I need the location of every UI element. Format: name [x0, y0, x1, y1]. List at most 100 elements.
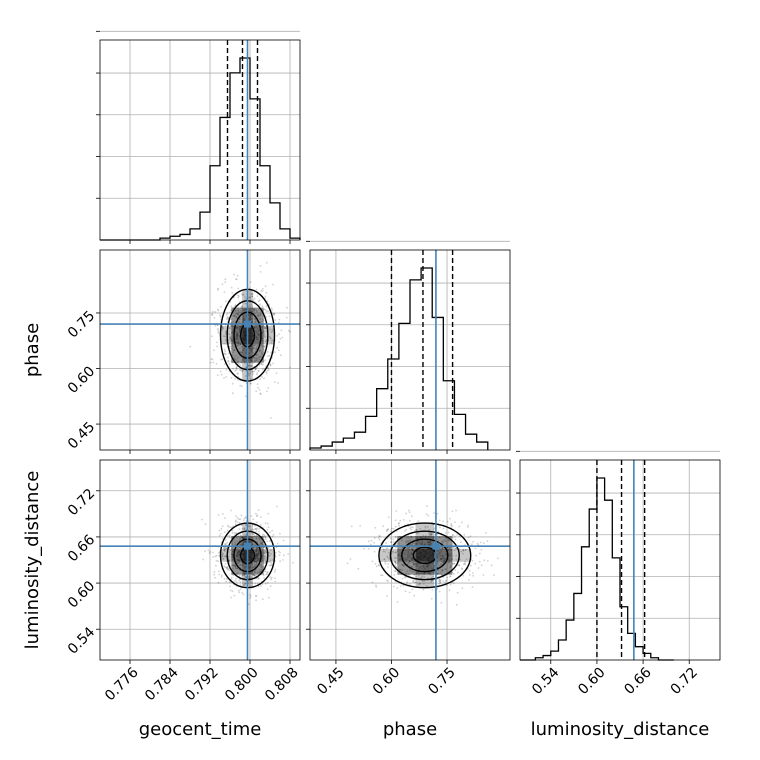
- sample-point: [408, 547, 411, 549]
- sample-point: [438, 536, 441, 539]
- sample-point: [389, 537, 392, 540]
- sample-point: [257, 314, 260, 317]
- sample-point: [413, 571, 415, 573]
- sample-point: [250, 303, 253, 306]
- sample-point: [447, 531, 450, 534]
- sample-point: [442, 580, 445, 583]
- sample-point: [264, 359, 267, 362]
- sample-point: [259, 271, 262, 273]
- x-tick-label: 0.808: [262, 665, 302, 705]
- sample-point: [395, 543, 398, 546]
- sample-point: [238, 521, 241, 524]
- sample-point: [256, 514, 259, 517]
- sample-point: [421, 580, 424, 583]
- sample-point: [275, 372, 278, 375]
- sample-point: [259, 392, 262, 395]
- sample-point: [240, 541, 243, 544]
- sample-point: [224, 539, 227, 541]
- sample-point: [403, 530, 406, 533]
- sample-point: [412, 563, 415, 566]
- sample-point: [238, 589, 240, 592]
- sample-point: [250, 293, 253, 296]
- sample-point: [464, 549, 467, 551]
- sample-point: [236, 561, 239, 564]
- sample-point: [252, 362, 255, 364]
- sample-point: [424, 527, 427, 529]
- sample-point: [431, 588, 434, 591]
- sample-point: [375, 585, 378, 588]
- sample-point: [427, 526, 429, 528]
- sample-point: [444, 568, 446, 571]
- sample-point: [264, 535, 266, 538]
- sample-point: [437, 561, 440, 564]
- sample-point: [415, 575, 417, 578]
- sample-point: [243, 534, 245, 537]
- sample-point: [276, 505, 278, 508]
- sample-point: [263, 334, 266, 337]
- sample-point: [234, 369, 237, 372]
- sample-point: [231, 540, 234, 542]
- sample-point: [442, 540, 444, 543]
- sample-point: [224, 563, 227, 565]
- sample-point: [218, 529, 221, 532]
- sample-point: [229, 589, 232, 592]
- sample-point: [253, 543, 256, 546]
- sample-point: [223, 352, 226, 355]
- sample-point: [402, 584, 405, 587]
- sample-point: [217, 332, 220, 334]
- y-tick-label: 0.45: [65, 419, 98, 452]
- sample-point: [256, 372, 258, 374]
- sample-point: [386, 530, 388, 532]
- sample-point: [236, 313, 239, 316]
- sample-point: [408, 509, 410, 512]
- sample-point: [272, 283, 274, 286]
- sample-point: [259, 265, 262, 267]
- sample-point: [442, 520, 444, 523]
- sample-point: [239, 564, 242, 567]
- sample-point: [396, 562, 399, 565]
- sample-point: [259, 314, 261, 316]
- sample-point: [230, 309, 233, 312]
- sample-point: [397, 522, 400, 525]
- sample-point: [230, 576, 233, 579]
- sample-point: [248, 364, 251, 367]
- sample-point: [255, 537, 258, 540]
- sample-point: [234, 355, 237, 357]
- sample-point: [430, 579, 433, 582]
- sample-point: [259, 303, 262, 306]
- sample-point: [455, 547, 457, 549]
- sample-point: [264, 549, 267, 552]
- sample-point: [270, 351, 272, 354]
- sample-point: [392, 550, 394, 553]
- sample-point: [223, 291, 226, 293]
- sample-point: [419, 583, 421, 585]
- sample-point: [230, 286, 233, 289]
- sample-point: [420, 576, 423, 579]
- sample-point: [394, 564, 397, 566]
- sample-point: [218, 555, 221, 557]
- sample-point: [252, 310, 255, 313]
- sample-point: [219, 314, 221, 317]
- sample-point: [255, 535, 258, 537]
- sample-point: [266, 369, 269, 372]
- sample-point: [252, 533, 255, 536]
- sample-point: [395, 557, 397, 559]
- sample-point: [276, 346, 279, 349]
- sample-point: [253, 546, 255, 549]
- sample-point: [452, 563, 454, 565]
- sample-point: [476, 542, 479, 545]
- panel-frame: [519, 459, 721, 661]
- sample-point: [253, 563, 256, 566]
- sample-point: [383, 558, 386, 561]
- sample-point: [466, 526, 469, 528]
- sample-point: [230, 377, 233, 379]
- sample-point: [278, 550, 280, 553]
- sample-point: [225, 567, 228, 569]
- sample-point: [231, 292, 234, 294]
- sample-point: [266, 300, 269, 303]
- sample-point: [381, 574, 384, 577]
- sample-point: [259, 543, 262, 545]
- sample-point: [404, 576, 406, 578]
- sample-point: [251, 582, 254, 585]
- sample-point: [375, 565, 378, 568]
